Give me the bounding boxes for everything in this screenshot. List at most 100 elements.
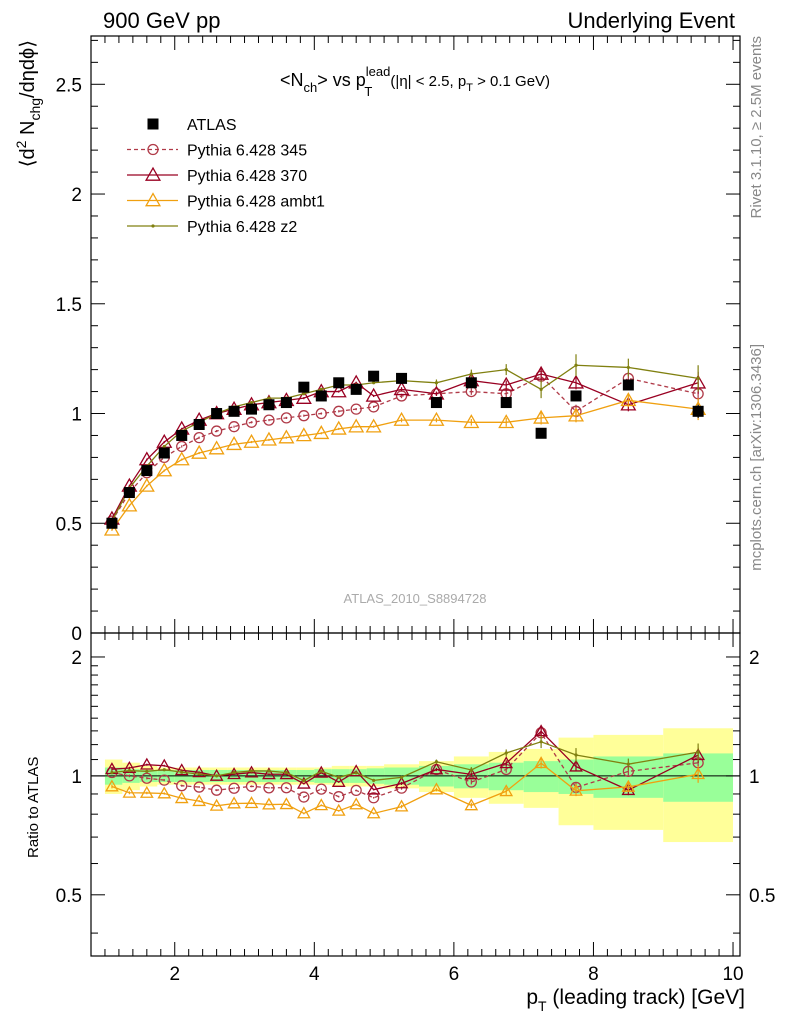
y-tick-label: 2 [71, 185, 82, 206]
data-point [372, 381, 376, 385]
y-tick-label: 2.5 [56, 75, 82, 96]
data-point [173, 451, 190, 466]
data-point [295, 389, 312, 404]
ratio-point [127, 769, 131, 773]
ratio-point [569, 759, 583, 772]
data-point [208, 440, 225, 455]
ratio-point [280, 782, 293, 794]
data-point [330, 420, 347, 435]
ratio-point [569, 783, 583, 796]
ratio-point [337, 775, 341, 780]
data-point [365, 418, 382, 433]
ratio-point [174, 791, 189, 804]
ratio-point [262, 797, 276, 810]
data-point [498, 414, 515, 429]
ratio-point [499, 756, 514, 769]
data-point [396, 372, 408, 384]
ratio-point [284, 771, 288, 775]
data-point [263, 414, 275, 426]
data-point [280, 397, 292, 409]
ratio-point [215, 774, 219, 778]
ratio-point [539, 740, 543, 744]
data-point [315, 407, 327, 420]
ratio-point [469, 768, 473, 772]
x-tick-label: 4 [309, 964, 320, 985]
legend-label: Pythia 6.428 370 [187, 168, 307, 185]
x-tick-label: 2 [169, 964, 180, 985]
ratio-point [354, 771, 358, 775]
data-point [463, 414, 480, 429]
ratio-point [122, 785, 137, 798]
ratio-point [465, 776, 477, 788]
ratio-point [210, 784, 223, 796]
series-line [111, 399, 699, 531]
data-point [535, 427, 547, 439]
ratio-y-tick-label: 0.5 [56, 886, 82, 907]
data-point [228, 405, 240, 417]
data-point [368, 370, 380, 382]
data-point [567, 407, 585, 422]
legend-entry: Pythia 6.428 370 [127, 166, 307, 185]
data-point [263, 399, 275, 411]
ratio-y-axis-label: Ratio to ATLAS [25, 757, 42, 858]
data-point [333, 405, 345, 417]
ratio-point [267, 769, 271, 773]
axis-ticks [91, 36, 740, 956]
legend-label: Pythia 6.428 345 [187, 143, 307, 160]
ratio-point [192, 765, 207, 778]
ratio-point [139, 785, 154, 798]
ratio-point [464, 798, 479, 811]
ratio-point [244, 765, 259, 778]
data-point [226, 436, 243, 451]
axis-tick-labels: 2 4 6 8 10 0 0.5 1 1.5 2 2.5 0.5 0.5 1 1 2 2 [56, 75, 776, 985]
data-point [121, 497, 138, 512]
data-point [313, 425, 330, 440]
ratio-point [367, 792, 380, 804]
ratio-point [691, 767, 705, 780]
ratio-point [394, 776, 409, 789]
legend-marker [151, 224, 155, 228]
data-point [243, 433, 260, 448]
ratio-point [263, 782, 275, 794]
data-point [162, 444, 166, 449]
legend-entry: Pythia 6.428 345 [127, 143, 307, 160]
ratio-line [111, 731, 699, 799]
data-point [504, 368, 508, 372]
data-point [193, 432, 205, 444]
ratio-point [298, 791, 310, 803]
ratio-point [574, 753, 578, 757]
data-point [574, 363, 578, 367]
ratio-series-4 [110, 735, 700, 783]
ratio-point [110, 770, 114, 775]
data-point [193, 418, 205, 430]
ratio-point [244, 796, 259, 809]
ratio-point [314, 798, 329, 811]
ratio-point [372, 778, 376, 782]
data-point [315, 390, 327, 402]
data-point [295, 427, 312, 442]
ratio-point [696, 750, 700, 754]
data-point [191, 444, 208, 459]
y-axis-label: ⟨d2 Nchg/dηdϕ⟩ [13, 40, 43, 167]
data-point [260, 431, 277, 446]
data-point [434, 381, 439, 385]
ratio-y-tick-label-right: 0.5 [749, 886, 775, 907]
data-point [622, 379, 634, 391]
ratio-point [228, 782, 240, 794]
header-right: Underlying Event [567, 8, 735, 33]
ratio-series [105, 724, 705, 819]
data-point [123, 487, 135, 499]
data-point [498, 376, 515, 391]
ratio-point [434, 760, 439, 764]
ratio-point [349, 764, 364, 777]
ratio-point [245, 780, 258, 792]
ratio-point [197, 772, 201, 776]
analysis-watermark: ATLAS_2010_S8894728 [344, 591, 487, 606]
ratio-series-1 [106, 727, 704, 804]
ratio-point [296, 806, 311, 819]
data-point [106, 517, 118, 529]
ratio-point [105, 779, 119, 792]
data-point [302, 392, 306, 396]
ratio-point [499, 784, 514, 797]
x-tick-label: 10 [722, 964, 743, 985]
